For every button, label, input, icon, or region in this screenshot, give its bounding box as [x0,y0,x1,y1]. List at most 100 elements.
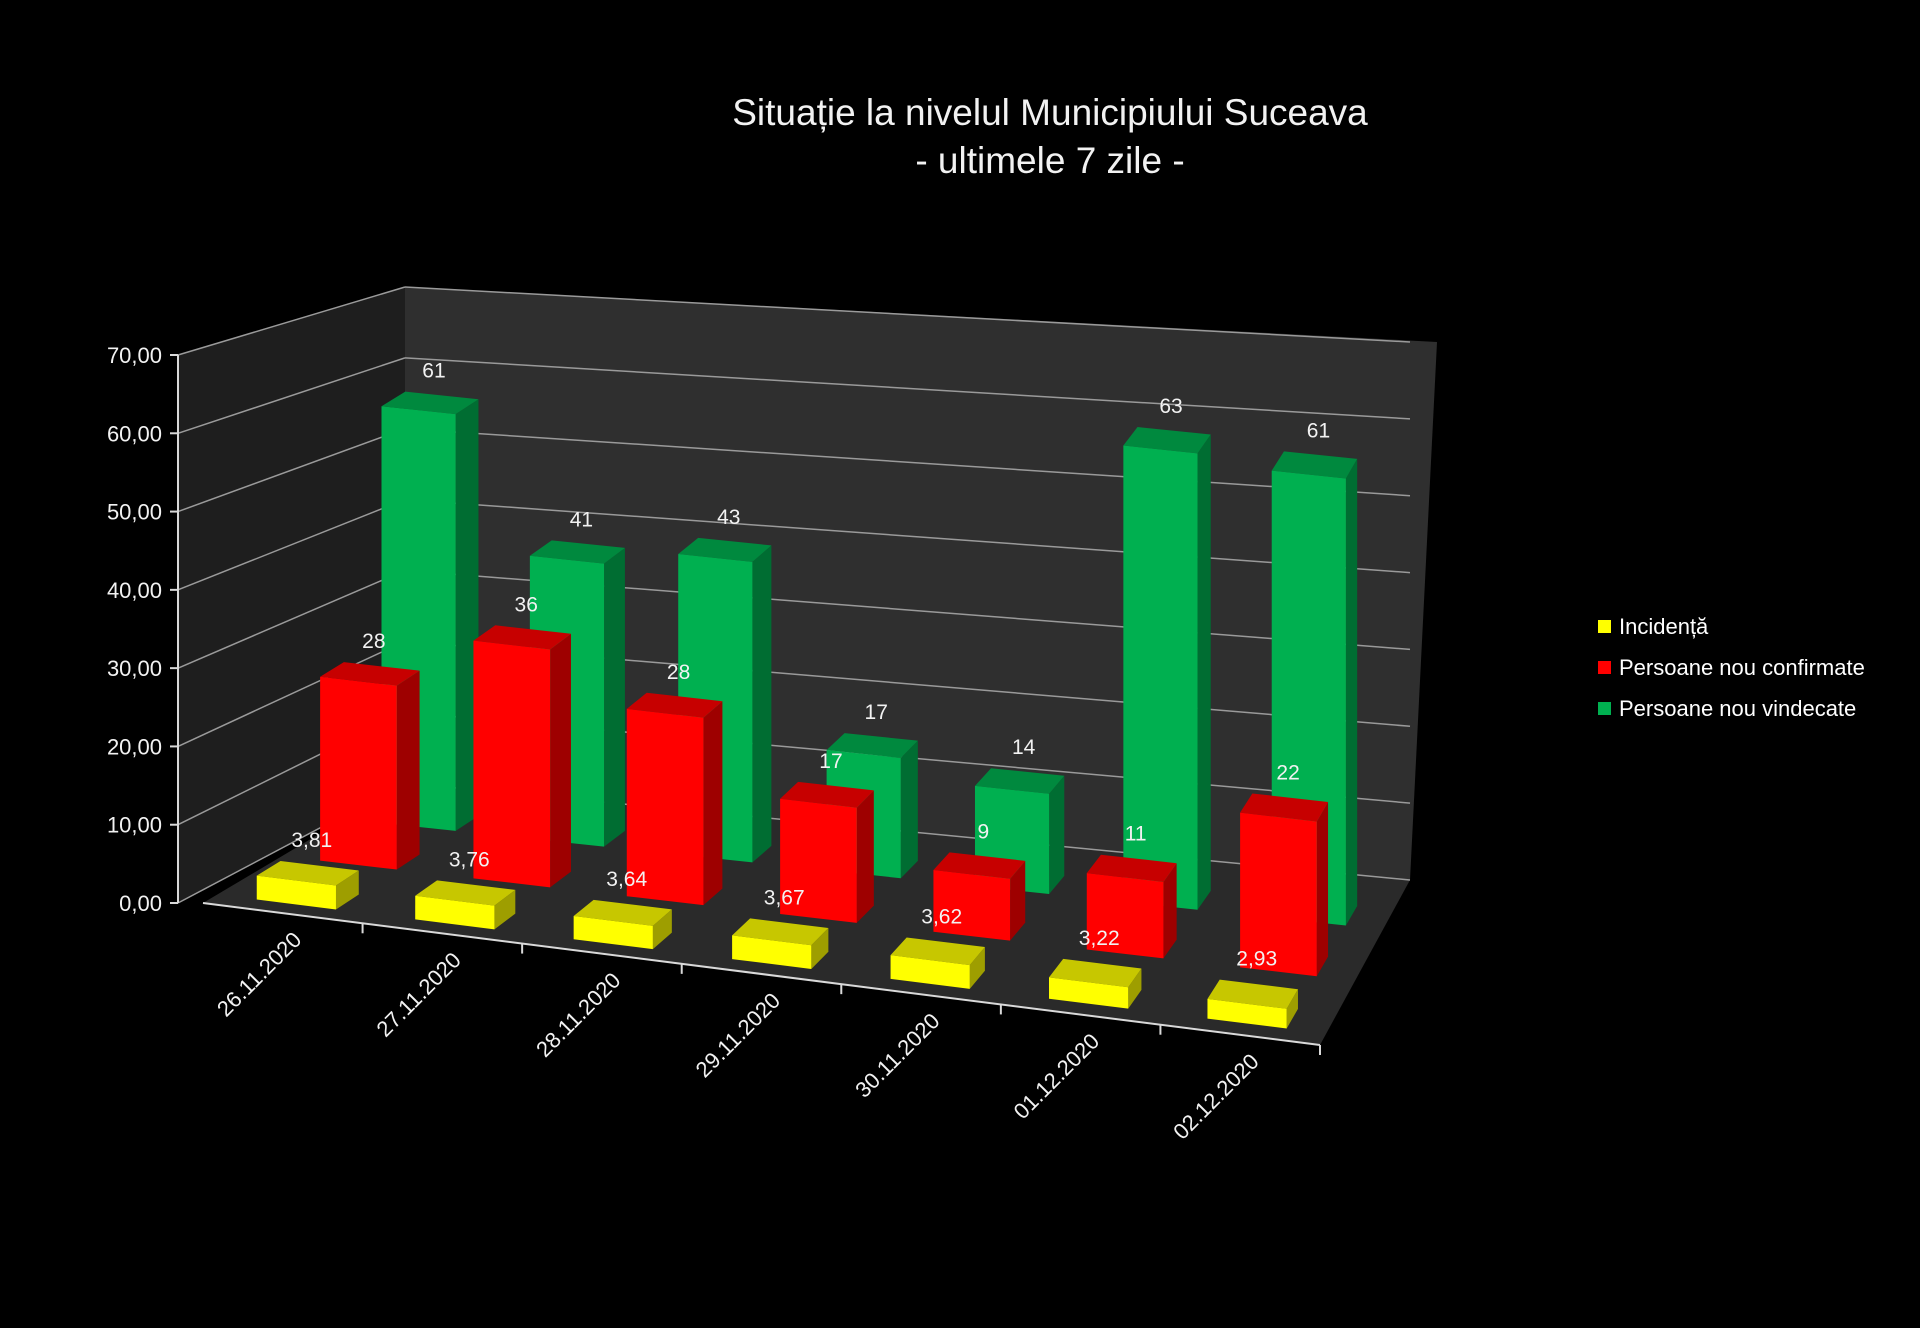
bar-front [780,798,857,923]
bar-1-6 [1240,793,1329,977]
bar-side [455,399,479,831]
bar-front [933,870,1011,941]
bar-side [1197,434,1211,910]
bar-1-4 [933,852,1026,941]
y-tick-label: 0,00 [119,891,162,916]
bar-front [1049,977,1129,1009]
bar-front [415,895,495,930]
bar-top [780,781,874,808]
bar-top [1207,979,1298,1009]
x-axis-line [202,902,1321,1046]
gridline-back [404,427,1411,497]
bar-0-0 [256,860,359,910]
data-label: 28 [667,661,690,684]
data-label: 3,81 [291,829,332,852]
data-label: 3,64 [606,868,647,891]
data-label: 43 [717,506,740,529]
bar-front [732,935,812,969]
x-tick-label: 02.12.2020 [1168,1049,1264,1145]
bar-1-0 [320,662,420,870]
x-tick-label: 28.11.2020 [531,968,625,1062]
bar-top [529,540,625,564]
data-label: 41 [570,508,593,531]
legend-swatch-confirmate [1598,661,1611,674]
bar-side [1316,801,1329,977]
gridline-back [404,357,1411,420]
chart-data-labels: 61 41 43 17 14 63 61 28 36 28 17 9 11 22 3,81 3,76 3,64 3… [291,360,1330,971]
gridline-side [177,428,406,513]
bar-side [811,927,829,969]
bar-2-5 [1123,427,1211,910]
gridline-back [404,498,1411,574]
bar-1-5 [1086,854,1177,959]
data-label: 22 [1276,761,1299,784]
bar-0-4 [890,937,985,989]
x-tick-label: 01.12.2020 [1009,1028,1105,1124]
bar-top [1086,854,1177,883]
bar-front [256,875,336,910]
y-tick-label: 10,00 [107,813,162,838]
bar-top [381,391,479,415]
bar-side [1345,458,1358,926]
legend-item-confirmate: Persoane nou confirmate [1598,647,1865,688]
bar-side [1010,860,1026,941]
legend-label-confirmate: Persoane nou confirmate [1619,654,1865,680]
gridline-side [177,498,406,591]
bar-top [678,537,772,562]
chart-legend: Incidență Persoane nou confirmate Persoa… [1598,606,1865,729]
y-tick-label: 70,00 [107,343,162,368]
bar-top [933,852,1026,879]
bar-side [969,947,985,989]
chart-subtitle: - ultimele 7 zile - [915,140,1185,181]
data-label: 28 [362,630,385,653]
data-label: 36 [515,593,538,616]
bar-front [320,676,397,870]
gridline-back [404,286,1411,343]
bar-top [974,768,1065,794]
y-tick-label: 50,00 [107,500,162,525]
bar-side [752,545,772,863]
data-label: 9 [977,820,989,843]
bar-side [1049,775,1065,894]
legend-swatch-incidenta [1598,620,1611,633]
bar-side [1286,989,1298,1029]
bar-top [1271,451,1358,479]
bar-top [732,918,829,946]
bar-top [573,899,672,926]
data-label: 61 [1307,419,1330,442]
bar-front [473,640,551,888]
chart-title: Situație la nivelul Municipiului Suceava [732,92,1368,133]
data-label: 11 [1125,823,1147,846]
bar-top [473,625,571,650]
bar-front [573,915,653,950]
bar-front [1240,812,1317,977]
bar-top [415,880,516,906]
data-label: 3,76 [449,848,490,871]
bar-2-3 [826,733,918,879]
legend-item-vindecate: Persoane nou vindecate [1598,688,1865,729]
data-label: 3,62 [921,906,962,929]
legend-swatch-vindecate [1598,702,1611,715]
x-tick-label: 30.11.2020 [850,1008,944,1102]
bar-side [1163,863,1177,959]
bar-top [1240,793,1329,822]
x-tick-label: 27.11.2020 [372,947,466,1041]
data-label: 14 [1012,736,1036,759]
bar-0-6 [1207,979,1298,1029]
bar-top [320,662,420,686]
bar-top [256,860,359,886]
y-tick-label: 40,00 [107,578,162,603]
bar-front [890,955,970,989]
bar-0-3 [732,918,829,969]
gridline-side [177,569,406,669]
bar-0-5 [1049,958,1142,1009]
bar-side [652,909,672,950]
legend-label-incidenta: Incidență [1619,613,1709,639]
bar-0-2 [573,899,672,950]
bar-side [1128,968,1142,1009]
bar-side [494,889,516,930]
data-label: 3,22 [1079,927,1120,950]
bar-top [1049,958,1142,988]
gridline-side [177,357,406,434]
